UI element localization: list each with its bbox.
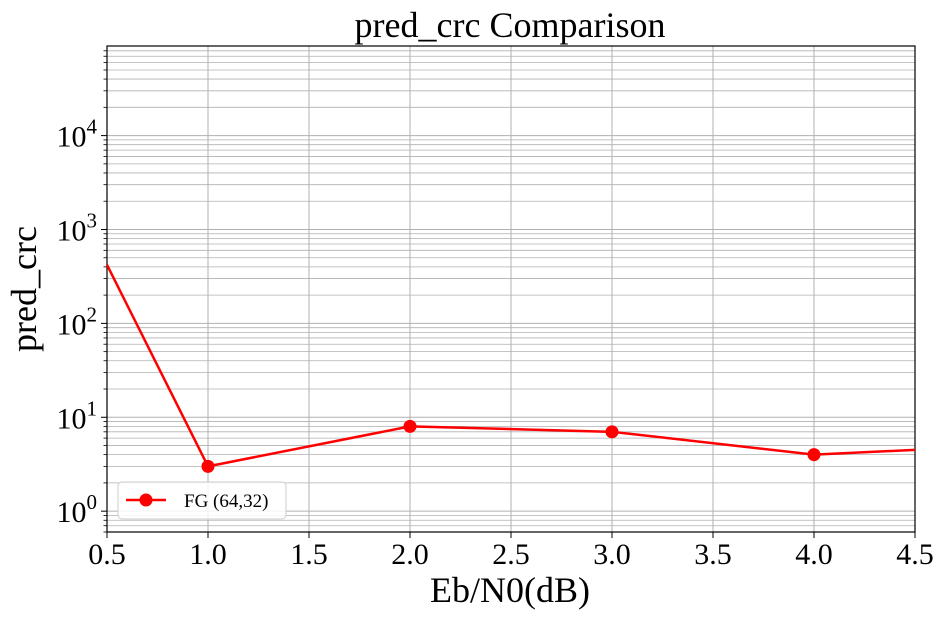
x-tick-label: 4.0 — [795, 538, 833, 571]
y-tick-label: 101 — [57, 396, 98, 435]
chart-title: pred_crc Comparison — [355, 5, 666, 45]
y-tick-label: 103 — [57, 208, 98, 247]
x-tick-label: 2.5 — [492, 538, 530, 571]
x-tick-label: 1.0 — [189, 538, 227, 571]
legend-marker — [139, 493, 153, 507]
series-line — [105, 264, 916, 468]
data-point — [201, 459, 215, 473]
series-layer — [105, 264, 916, 473]
x-tick-label: 0.5 — [88, 538, 126, 571]
y-tick-label: 102 — [57, 302, 98, 341]
legend-label: FG (64,32) — [184, 491, 268, 512]
x-tick-label: 3.5 — [694, 538, 732, 571]
data-point — [807, 448, 821, 462]
x-tick-label: 2.0 — [391, 538, 429, 571]
legend: FG (64,32) — [117, 481, 287, 520]
x-tick-label: 3.0 — [593, 538, 631, 571]
major-gridlines — [106, 46, 916, 532]
y-tick-labels: 100 101 102 103 104 — [57, 115, 98, 530]
x-tick-label: 4.5 — [896, 538, 934, 571]
y-axis-title: pred_crc — [4, 226, 44, 352]
x-tick-labels: 0.5 1.0 1.5 2.0 2.5 3.0 3.5 4.0 4.5 — [88, 538, 934, 571]
data-point — [605, 425, 619, 439]
y-tick-label: 104 — [57, 115, 98, 154]
x-axis-title: Eb/N0(dB) — [430, 570, 590, 610]
legend-box — [117, 481, 287, 520]
plot-frame — [106, 45, 916, 533]
y-tick-label: 100 — [57, 490, 98, 529]
x-tick-label: 1.5 — [290, 538, 328, 571]
data-point — [403, 419, 417, 433]
axis-ticks — [101, 50, 916, 538]
